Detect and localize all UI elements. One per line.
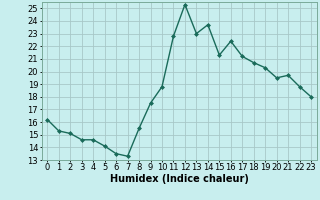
X-axis label: Humidex (Indice chaleur): Humidex (Indice chaleur) — [110, 174, 249, 184]
